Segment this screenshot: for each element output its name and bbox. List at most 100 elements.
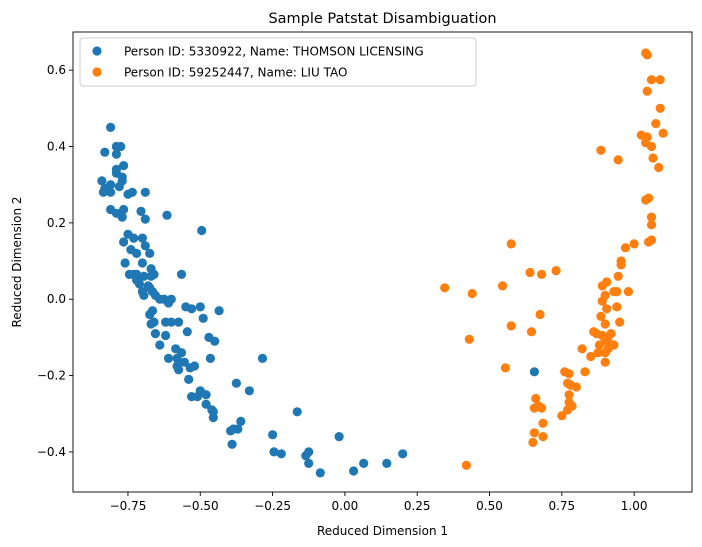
data-point-series-2-68 xyxy=(564,369,574,379)
data-point-series-1-101 xyxy=(228,424,239,434)
data-point-series-1-82 xyxy=(174,365,184,375)
data-point-series-1-42 xyxy=(139,271,149,281)
data-point-series-2-49 xyxy=(526,327,537,337)
data-point-series-1-44 xyxy=(149,269,159,279)
x-tick-label-3: −0.25 xyxy=(254,499,291,513)
data-point-series-1-95 xyxy=(208,413,218,423)
data-point-series-1-85 xyxy=(189,361,200,371)
data-point-series-2-80 xyxy=(563,405,573,415)
data-point-series-2-45 xyxy=(506,321,516,331)
data-point-series-1-38 xyxy=(120,258,130,268)
data-point-series-1-92 xyxy=(201,399,211,409)
data-point-series-1-91 xyxy=(201,390,211,400)
data-point-series-2-46 xyxy=(596,311,606,321)
data-point-series-1-77 xyxy=(205,353,215,363)
legend-label-series-1: Person ID: 5330922, Name: THOMSON LICENS… xyxy=(124,45,424,59)
data-point-series-1-1 xyxy=(106,122,116,132)
data-point-series-2-3 xyxy=(646,75,657,85)
data-point-series-2-19 xyxy=(646,212,657,222)
data-point-series-1-19 xyxy=(140,187,150,197)
data-point-series-1-5 xyxy=(111,149,121,159)
data-point-series-2-23 xyxy=(629,239,639,249)
data-point-series-2-31 xyxy=(525,267,535,278)
data-point-series-2-60 xyxy=(586,351,596,362)
data-point-series-1-4 xyxy=(116,141,126,152)
data-point-series-2-43 xyxy=(612,302,622,312)
data-point-series-1-105 xyxy=(269,447,279,457)
data-point-series-1-104 xyxy=(292,407,302,417)
data-point-series-2-61 xyxy=(593,348,603,358)
points-layer xyxy=(97,48,668,478)
y-tick-label-5: 0.4 xyxy=(47,140,66,154)
data-point-series-1-26 xyxy=(162,210,172,220)
data-point-series-2-36 xyxy=(597,281,607,291)
data-point-series-1-102 xyxy=(227,439,237,449)
data-point-series-2-10 xyxy=(658,128,668,138)
data-point-series-2-28 xyxy=(440,283,450,293)
data-point-series-2-83 xyxy=(529,428,540,438)
data-point-series-2-56 xyxy=(600,336,610,346)
legend: Person ID: 5330922, Name: THOMSON LICENS… xyxy=(79,37,477,87)
y-tick-label-2: −0.2 xyxy=(37,369,66,383)
data-point-series-1-48 xyxy=(132,275,142,285)
data-point-series-2-58 xyxy=(464,334,474,344)
x-axis-title: Reduced Dimension 1 xyxy=(317,524,448,538)
data-point-series-1-35 xyxy=(145,248,155,258)
data-point-series-2-64 xyxy=(607,340,618,350)
data-point-series-1-103 xyxy=(268,430,278,440)
data-point-series-2-16 xyxy=(613,155,623,165)
data-point-series-2-24 xyxy=(620,243,631,253)
data-point-series-1-14 xyxy=(98,187,108,197)
ticks-layer: −0.75 −0.50 −0.25 0.00 0.25 0.50 0.75 1.00 −0.4 −… xyxy=(37,63,648,513)
data-point-series-1-29 xyxy=(119,237,129,247)
data-point-series-2-26 xyxy=(616,260,626,270)
data-point-series-2-42 xyxy=(602,304,612,314)
y-tick-label-3: 0.0 xyxy=(47,292,66,306)
data-point-series-1-36 xyxy=(137,258,147,268)
data-point-series-2-15 xyxy=(596,145,606,155)
data-point-series-2-72 xyxy=(571,382,581,392)
data-point-series-1-96 xyxy=(231,378,241,388)
data-point-series-1-49 xyxy=(139,290,149,300)
x-tick-label-4: 0.00 xyxy=(332,499,359,513)
data-point-series-1-33 xyxy=(137,233,147,243)
data-point-series-1-67 xyxy=(166,317,176,327)
data-point-series-1-16 xyxy=(114,182,124,192)
data-point-series-2-48 xyxy=(615,317,625,327)
plot-area-frame xyxy=(72,31,693,493)
data-point-series-1-61 xyxy=(214,306,224,316)
data-point-series-1-6 xyxy=(119,161,129,171)
data-point-series-2-27 xyxy=(506,239,516,249)
x-tick-label-2: −0.50 xyxy=(182,499,219,513)
data-point-series-1-86 xyxy=(184,374,194,384)
data-point-series-1-25 xyxy=(140,214,150,224)
data-point-series-1-32 xyxy=(132,248,142,258)
data-point-series-1-115 xyxy=(398,449,408,459)
data-point-series-2-47 xyxy=(600,319,610,329)
x-tick-label-5: 0.25 xyxy=(404,499,431,513)
data-point-series-1-15 xyxy=(106,187,116,197)
data-point-series-2-4 xyxy=(655,75,665,85)
data-point-series-1-98 xyxy=(236,416,246,426)
legend-label-series-2: Person ID: 59252447, Name: LIU TAO xyxy=(124,66,347,80)
data-point-series-1-65 xyxy=(146,319,156,329)
data-point-series-1-87 xyxy=(257,353,268,363)
data-point-series-1-80 xyxy=(172,353,182,363)
chart-title: Sample Patstat Disambiguation xyxy=(268,11,496,27)
data-point-series-2-69 xyxy=(580,367,590,377)
data-point-series-1-116 xyxy=(529,367,540,377)
data-point-series-1-72 xyxy=(182,327,192,337)
x-tick-label-6: 0.50 xyxy=(476,499,503,513)
x-tick-label-7: 0.75 xyxy=(548,499,575,513)
data-point-series-1-23 xyxy=(117,212,127,222)
data-point-series-1-70 xyxy=(150,329,160,339)
data-point-series-1-63 xyxy=(145,309,155,320)
data-point-series-2-59 xyxy=(577,344,587,354)
data-point-series-2-66 xyxy=(500,363,510,373)
legend-marker-series-2 xyxy=(92,67,102,77)
data-point-series-2-73 xyxy=(564,390,574,400)
data-point-series-1-83 xyxy=(179,357,189,367)
data-point-series-1-110 xyxy=(315,468,325,478)
